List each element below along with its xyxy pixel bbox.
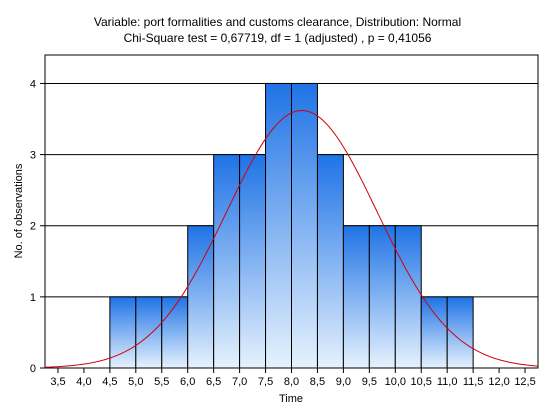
x-tick-label: 7,5 [258, 376, 273, 388]
chart-title: Variable: port formalities and customs c… [93, 15, 462, 29]
x-tick-label: 9,5 [362, 376, 377, 388]
histogram-bar [368, 225, 396, 369]
x-tick-label: 11,0 [437, 376, 458, 388]
x-tick-label: 4,0 [76, 376, 91, 388]
normal-fit-curve [44, 109, 539, 368]
x-tick-label: 8,0 [284, 376, 299, 388]
x-tick-label: 8,5 [310, 376, 325, 388]
histogram-bar [265, 82, 293, 369]
histogram-bar [342, 225, 370, 369]
chart-subtitle: Chi-Square test = 0,67719, df = 1 (adjus… [123, 31, 432, 45]
histogram-bar [420, 296, 448, 369]
y-tick-label: 3 [30, 150, 36, 162]
y-tick-label: 2 [30, 221, 36, 233]
y-axis-label: No. of observations [13, 163, 25, 258]
histogram-bar [187, 225, 215, 369]
histogram-bar [316, 154, 344, 369]
histogram-bar [291, 82, 318, 369]
x-tick-label: 7,0 [232, 376, 247, 388]
x-tick-label: 9,0 [336, 376, 351, 388]
histogram-bar [135, 296, 163, 369]
histogram-bar [109, 296, 137, 369]
y-tick-label: 1 [30, 292, 36, 304]
x-tick-label: 6,0 [180, 376, 195, 388]
y-tick-label: 0 [30, 363, 36, 375]
x-tick-label: 11,5 [463, 376, 484, 388]
x-axis-label: Time [279, 393, 303, 405]
x-tick-label: 5,5 [154, 376, 169, 388]
x-tick-label: 12,0 [488, 376, 509, 388]
histogram-bar [161, 296, 189, 369]
histogram-bar [213, 154, 241, 369]
y-tick-label: 4 [30, 78, 36, 90]
x-tick-label: 5,0 [128, 376, 143, 388]
x-tick-label: 10,0 [385, 376, 406, 388]
x-tick-label: 4,5 [102, 376, 117, 388]
x-tick-label: 12,5 [514, 376, 535, 388]
x-tick-label: 10,5 [411, 376, 432, 388]
x-tick-label: 6,5 [206, 376, 221, 388]
histogram-bar [239, 154, 267, 369]
histogram-bar [394, 225, 422, 369]
y-axis-ticks: 0 1 2 3 4 [30, 78, 45, 375]
x-tick-label: 3,5 [50, 376, 65, 388]
x-axis-ticks: 3,5 4,0 4,5 5,0 5,5 6,0 6,5 7,0 7,5 8,0 8,5 9,0 9,5 1… [50, 368, 536, 388]
